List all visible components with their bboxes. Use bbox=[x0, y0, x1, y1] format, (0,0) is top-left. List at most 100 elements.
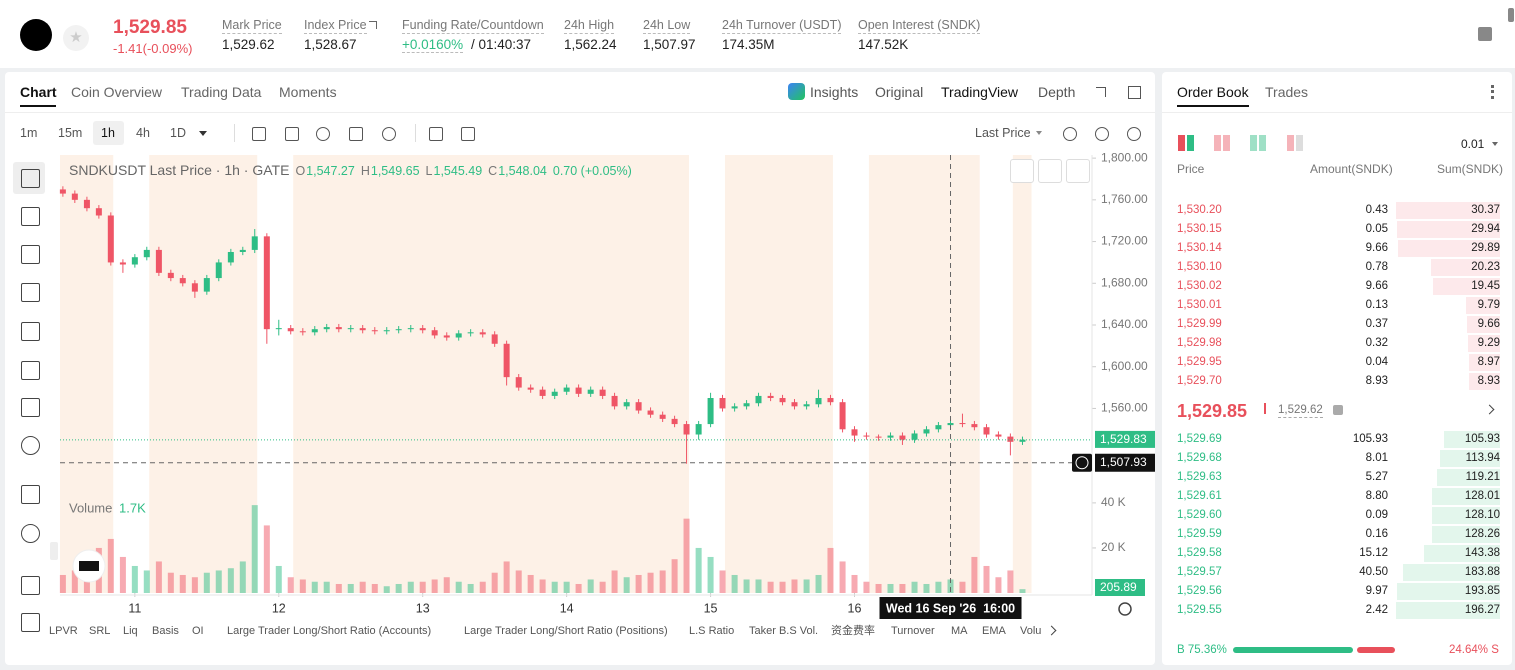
toolbar-icon[interactable] bbox=[252, 127, 266, 141]
ob-view[interactable] bbox=[1296, 135, 1303, 151]
indicator[interactable]: Large Trader Long/Short Ratio (Accounts) bbox=[227, 625, 432, 637]
view-tab[interactable]: Insights bbox=[810, 84, 859, 100]
ob-price[interactable]: 1,529.70 bbox=[1177, 375, 1222, 387]
toolbar-icon[interactable] bbox=[349, 127, 363, 141]
chart-tab[interactable]: Coin Overview bbox=[71, 84, 163, 100]
ob-price[interactable]: 1,529.58 bbox=[1177, 547, 1222, 559]
draw-tool[interactable] bbox=[21, 361, 40, 380]
ob-view[interactable] bbox=[1287, 135, 1294, 151]
indicator[interactable]: EMA bbox=[982, 625, 1006, 637]
side-icon[interactable] bbox=[1508, 8, 1514, 22]
ob-price[interactable]: 1,530.01 bbox=[1177, 299, 1222, 311]
draw-tool[interactable] bbox=[21, 245, 40, 264]
indicator[interactable]: SRL bbox=[89, 625, 111, 637]
volume-bar bbox=[563, 581, 570, 593]
draw-tool[interactable] bbox=[21, 283, 40, 302]
dropdown-caret[interactable] bbox=[199, 131, 207, 136]
depth-bar bbox=[1439, 450, 1500, 467]
indicator[interactable]: Large Trader Long/Short Ratio (Positions… bbox=[464, 625, 668, 637]
ob-price[interactable]: 1,529.95 bbox=[1177, 356, 1222, 368]
chart-tab[interactable]: Chart bbox=[20, 84, 57, 100]
draw-tool[interactable] bbox=[21, 207, 40, 226]
chart-button[interactable] bbox=[1010, 159, 1034, 183]
price-type[interactable]: Last Price bbox=[975, 126, 1031, 140]
draw-tool[interactable] bbox=[21, 169, 40, 188]
toolbar-icon[interactable] bbox=[1063, 127, 1077, 141]
ob-view[interactable] bbox=[1259, 135, 1266, 151]
indicator[interactable]: Basis bbox=[152, 625, 179, 637]
indicator[interactable]: Liq bbox=[123, 625, 138, 637]
ob-price[interactable]: 1,529.68 bbox=[1177, 452, 1222, 464]
indicator[interactable]: LPVR bbox=[49, 625, 78, 637]
ob-view[interactable] bbox=[1223, 135, 1230, 151]
indicator[interactable]: MA bbox=[951, 625, 968, 637]
ob-view[interactable] bbox=[1178, 135, 1185, 151]
draw-tool[interactable] bbox=[21, 398, 40, 417]
fullscreen-icon[interactable] bbox=[1096, 87, 1106, 97]
tv-logo-mark bbox=[79, 561, 99, 571]
ob-price[interactable]: 1,530.10 bbox=[1177, 261, 1222, 273]
ob-price[interactable]: 1,530.02 bbox=[1177, 280, 1222, 292]
volume-bar bbox=[431, 579, 438, 593]
depth-bar bbox=[1432, 507, 1500, 524]
view-tab[interactable]: Depth bbox=[1038, 84, 1076, 100]
ob-tab[interactable]: Order Book bbox=[1177, 84, 1249, 100]
interval[interactable]: 4h bbox=[136, 126, 150, 140]
ob-price[interactable]: 1,529.59 bbox=[1177, 528, 1222, 540]
ob-price[interactable]: 1,529.57 bbox=[1177, 566, 1222, 578]
toolbar-icon[interactable] bbox=[382, 127, 396, 141]
collapse-tab[interactable] bbox=[50, 542, 58, 560]
ob-price[interactable]: 1,529.61 bbox=[1177, 490, 1222, 502]
interval[interactable]: 1D bbox=[170, 126, 186, 140]
ob-price[interactable]: 1,530.20 bbox=[1177, 204, 1222, 216]
chart-tab[interactable]: Trading Data bbox=[181, 84, 262, 100]
chart-tab[interactable]: Moments bbox=[279, 84, 337, 100]
add-alert[interactable] bbox=[1072, 453, 1092, 472]
ob-price[interactable]: 1,529.56 bbox=[1177, 585, 1222, 597]
ob-sum: 105.93 bbox=[1464, 433, 1500, 445]
draw-tool[interactable] bbox=[21, 576, 40, 595]
toolbar-icon[interactable] bbox=[1095, 127, 1109, 141]
interval[interactable]: 1m bbox=[20, 126, 38, 140]
toolbar-icon[interactable] bbox=[285, 127, 299, 141]
ob-price[interactable]: 1,529.63 bbox=[1177, 471, 1222, 483]
ob-tab[interactable]: Trades bbox=[1265, 84, 1309, 100]
precision[interactable]: 0.01 bbox=[1461, 137, 1485, 151]
interval[interactable]: 1h bbox=[101, 126, 115, 140]
toolbar-icon[interactable] bbox=[316, 127, 330, 141]
indicator[interactable]: L.S Ratio bbox=[689, 625, 735, 637]
ob-price[interactable]: 1,529.55 bbox=[1177, 604, 1222, 616]
draw-tool[interactable] bbox=[21, 485, 40, 504]
indicator[interactable]: Turnover bbox=[891, 625, 935, 637]
indicator[interactable]: 资金费率 bbox=[831, 625, 875, 637]
ob-price[interactable]: 1,530.15 bbox=[1177, 223, 1222, 235]
toolbar-icon[interactable] bbox=[1127, 127, 1141, 141]
chart-button[interactable] bbox=[1038, 159, 1062, 183]
ob-price[interactable]: 1,529.99 bbox=[1177, 318, 1222, 330]
draw-tool[interactable] bbox=[21, 524, 40, 543]
window-icon[interactable] bbox=[1128, 86, 1141, 99]
book-icon[interactable] bbox=[1478, 27, 1492, 41]
ob-view[interactable] bbox=[1214, 135, 1221, 151]
indicator[interactable]: Taker B.S Vol. bbox=[749, 625, 819, 637]
more-icon[interactable] bbox=[1491, 85, 1497, 99]
settings-icon[interactable] bbox=[1118, 602, 1132, 616]
chart-button[interactable] bbox=[1066, 159, 1090, 183]
favorite-button[interactable]: ★ bbox=[63, 25, 89, 51]
interval[interactable]: 15m bbox=[58, 126, 83, 140]
draw-tool[interactable] bbox=[21, 322, 40, 341]
indicator[interactable]: Volu bbox=[1020, 625, 1042, 637]
indicator[interactable]: OI bbox=[192, 625, 204, 637]
draw-tool[interactable] bbox=[21, 613, 40, 632]
ob-view[interactable] bbox=[1187, 135, 1194, 151]
view-tab[interactable]: Original bbox=[875, 84, 924, 100]
ob-price[interactable]: 1,530.14 bbox=[1177, 242, 1222, 254]
toolbar-icon[interactable] bbox=[461, 127, 475, 141]
ob-price[interactable]: 1,529.60 bbox=[1177, 509, 1222, 521]
ob-price[interactable]: 1,529.98 bbox=[1177, 337, 1222, 349]
toolbar-icon[interactable] bbox=[429, 127, 443, 141]
ob-view[interactable] bbox=[1250, 135, 1257, 151]
draw-tool[interactable] bbox=[21, 436, 40, 455]
view-tab[interactable]: TradingView bbox=[941, 84, 1019, 100]
ob-price[interactable]: 1,529.69 bbox=[1177, 433, 1222, 445]
